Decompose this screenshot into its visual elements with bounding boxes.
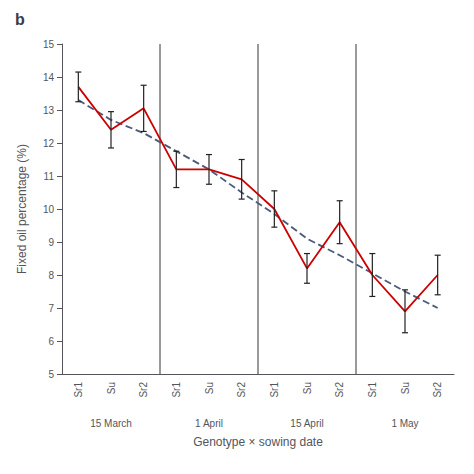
svg-text:15: 15 xyxy=(43,39,55,50)
svg-text:Sr1: Sr1 xyxy=(171,382,182,398)
svg-text:1 April: 1 April xyxy=(195,418,223,429)
svg-text:15 April: 15 April xyxy=(290,418,323,429)
svg-text:9: 9 xyxy=(48,237,54,248)
svg-text:14: 14 xyxy=(43,72,55,83)
svg-text:Sr1: Sr1 xyxy=(269,382,280,398)
svg-text:Sr2: Sr2 xyxy=(236,382,247,398)
svg-text:13: 13 xyxy=(43,105,55,116)
svg-text:10: 10 xyxy=(43,204,55,215)
svg-text:15 March: 15 March xyxy=(90,418,132,429)
svg-text:b: b xyxy=(15,11,25,28)
svg-text:Su: Su xyxy=(204,382,215,394)
svg-text:8: 8 xyxy=(48,270,54,281)
svg-text:Su: Su xyxy=(302,382,313,394)
svg-text:Sr2: Sr2 xyxy=(138,382,149,398)
svg-text:Genotype × sowing date: Genotype × sowing date xyxy=(193,435,323,449)
svg-text:7: 7 xyxy=(48,303,54,314)
svg-text:Sr1: Sr1 xyxy=(367,382,378,398)
svg-text:Sr2: Sr2 xyxy=(432,382,443,398)
svg-text:Su: Su xyxy=(106,382,117,394)
svg-text:6: 6 xyxy=(48,336,54,347)
svg-text:1 May: 1 May xyxy=(391,418,418,429)
svg-text:Fixed oil percentage (%): Fixed oil percentage (%) xyxy=(15,144,29,274)
svg-text:5: 5 xyxy=(48,369,54,380)
svg-text:12: 12 xyxy=(43,138,55,149)
svg-text:Sr2: Sr2 xyxy=(334,382,345,398)
svg-text:Sr1: Sr1 xyxy=(73,382,84,398)
svg-text:Su: Su xyxy=(400,382,411,394)
svg-text:11: 11 xyxy=(44,171,55,182)
